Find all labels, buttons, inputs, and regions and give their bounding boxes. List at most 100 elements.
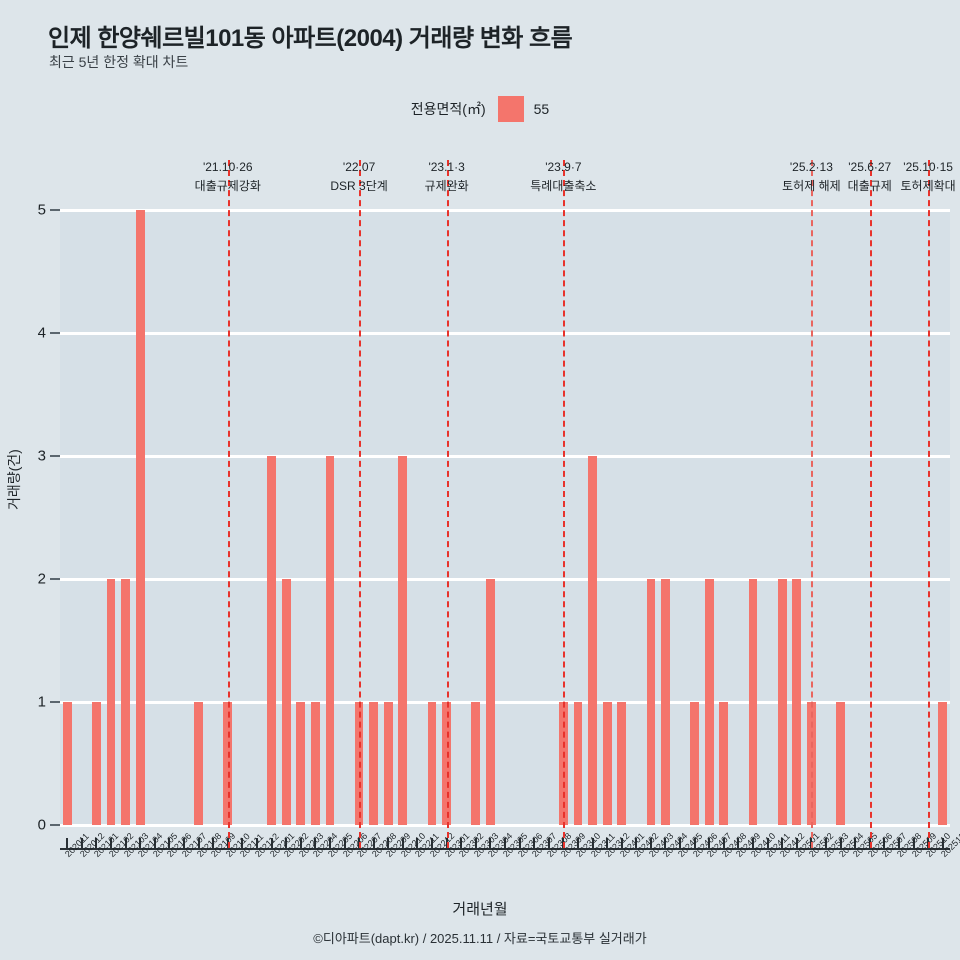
plot-background xyxy=(60,210,950,825)
x-axis-title: 거래년월 xyxy=(452,901,508,918)
legend-title: 전용면적(㎡) xyxy=(410,101,486,117)
gridline xyxy=(60,208,950,212)
bar[interactable] xyxy=(194,702,203,825)
bar[interactable] xyxy=(558,702,568,825)
x-tick-mark xyxy=(606,838,609,849)
event-date: '21.10·26 xyxy=(202,160,253,174)
bar[interactable] xyxy=(121,579,131,825)
bar[interactable] xyxy=(281,579,291,825)
bar[interactable] xyxy=(807,702,816,825)
event-name: 대출규제 xyxy=(847,178,892,193)
bar[interactable] xyxy=(690,702,700,825)
x-tick-mark xyxy=(839,838,842,849)
y-tick-label: 5 xyxy=(37,201,46,219)
event-name: 규제완화 xyxy=(424,178,469,193)
bar[interactable] xyxy=(777,579,787,825)
bar[interactable] xyxy=(486,579,495,825)
plot-area xyxy=(60,208,950,827)
bar[interactable] xyxy=(617,702,627,825)
bar[interactable] xyxy=(602,702,612,825)
event-label: '21.10·26 대출규제강화 xyxy=(195,158,261,195)
event-label: '25.6·27 대출규제 xyxy=(848,158,892,195)
event-name: DSR 3단계 xyxy=(330,178,388,193)
bar[interactable] xyxy=(135,210,145,825)
bar[interactable] xyxy=(661,579,670,825)
bar[interactable] xyxy=(588,456,597,825)
bar-series xyxy=(60,210,950,825)
bar[interactable] xyxy=(267,456,276,825)
page-title: 인제 한양쉐르빌101동 아파트(2004) 거래량 변화 흐름 xyxy=(48,25,573,52)
bar[interactable] xyxy=(398,456,408,825)
x-tick-mark xyxy=(241,838,244,849)
bar[interactable] xyxy=(573,702,583,825)
x-tick-mark xyxy=(737,838,740,849)
bar[interactable] xyxy=(427,702,437,825)
bar[interactable] xyxy=(62,702,72,825)
gridline xyxy=(60,454,950,458)
x-tick-mark xyxy=(708,838,711,849)
bar[interactable] xyxy=(296,702,306,825)
event-date: '25.6·27 xyxy=(848,160,892,174)
event-label: '23.1·3 규제완화 xyxy=(425,158,469,195)
x-tick-mark xyxy=(110,838,113,849)
x-tick-mark xyxy=(95,838,98,849)
x-tick-mark xyxy=(314,838,317,849)
event-name: 토허제확대 xyxy=(900,178,956,193)
x-tick-mark xyxy=(328,838,331,849)
x-tick-mark xyxy=(576,838,579,849)
y-tick-mark xyxy=(50,455,60,457)
bar[interactable] xyxy=(704,579,714,825)
event-date: '25.10·15 xyxy=(903,160,953,174)
bar[interactable] xyxy=(646,579,656,825)
bar[interactable] xyxy=(836,702,845,825)
bar[interactable] xyxy=(310,702,320,825)
x-tick-mark xyxy=(153,838,156,849)
x-tick-mark xyxy=(489,838,492,849)
x-tick-mark xyxy=(139,838,142,849)
event-name: 특례대출축소 xyxy=(530,178,597,193)
legend-value: 55 xyxy=(533,101,550,117)
legend: 전용면적(㎡) 55 xyxy=(0,96,960,122)
x-tick-mark xyxy=(533,838,536,849)
bar[interactable] xyxy=(106,579,116,825)
x-tick-mark xyxy=(299,838,302,849)
y-tick-label: 4 xyxy=(37,324,46,342)
bar[interactable] xyxy=(383,702,393,825)
legend-swatch-icon xyxy=(497,96,524,122)
x-tick-mark xyxy=(941,838,944,849)
bar[interactable] xyxy=(748,579,758,825)
x-tick-mark xyxy=(620,838,623,849)
x-tick-mark xyxy=(168,838,171,849)
x-axis-line xyxy=(60,848,950,850)
x-tick-mark xyxy=(854,838,857,849)
bar[interactable] xyxy=(325,456,335,825)
y-axis: 0 1 2 3 4 5 xyxy=(0,202,60,834)
bar[interactable] xyxy=(92,702,101,825)
bar[interactable] xyxy=(223,702,233,825)
bar[interactable] xyxy=(471,702,481,825)
x-tick-mark xyxy=(387,838,390,849)
bar[interactable] xyxy=(354,702,364,825)
bar[interactable] xyxy=(442,702,451,825)
x-tick-mark xyxy=(591,838,594,849)
x-tick-mark xyxy=(897,838,900,849)
gridline xyxy=(60,823,950,827)
x-tick-mark xyxy=(518,838,521,849)
bar[interactable] xyxy=(719,702,729,825)
y-tick-mark xyxy=(50,209,60,211)
x-tick-mark xyxy=(795,838,798,849)
y-tick-label: 3 xyxy=(37,447,46,465)
bar[interactable] xyxy=(369,702,379,825)
x-tick-mark xyxy=(693,838,696,849)
y-axis-title: 거래량(건) xyxy=(6,449,22,510)
y-tick-label: 0 xyxy=(37,816,46,834)
event-name: 대출규제강화 xyxy=(194,178,261,193)
x-tick-mark xyxy=(635,838,638,849)
x-tick-mark xyxy=(431,838,434,849)
x-tick-mark xyxy=(372,838,375,849)
bar[interactable] xyxy=(938,702,948,825)
x-tick-mark xyxy=(197,838,200,849)
x-tick-mark xyxy=(722,838,725,849)
gridline xyxy=(60,331,950,335)
bar[interactable] xyxy=(792,579,802,825)
